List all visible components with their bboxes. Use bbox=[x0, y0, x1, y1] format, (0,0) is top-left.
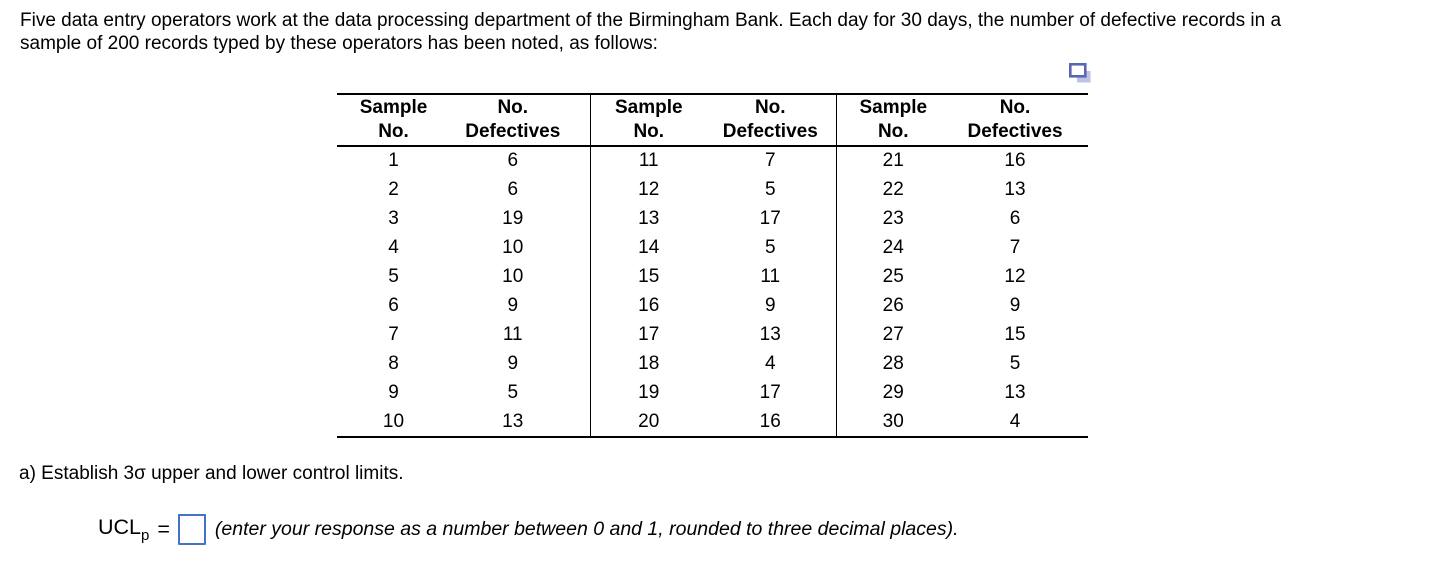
sample-no-cell: 18 bbox=[638, 353, 660, 375]
defectives-cell: 16 bbox=[707, 407, 837, 437]
header-sample-no-1: Sample No. bbox=[337, 93, 450, 147]
sample-no-cell: 30 bbox=[882, 410, 904, 432]
table-row: 1 6 11 7 21 16 bbox=[337, 146, 1088, 176]
table-row: 8 9 18 4 28 5 bbox=[337, 349, 1088, 379]
problem-statement-line2: sample of 200 records typed by these ope… bbox=[20, 32, 658, 54]
header-sample-no-3: Sample No. bbox=[836, 93, 950, 147]
defectives-cell: 19 bbox=[450, 204, 591, 234]
copy-icon[interactable] bbox=[1068, 61, 1093, 86]
sample-no-cell: 1 bbox=[388, 150, 399, 172]
defectives-cell: 5 bbox=[707, 175, 837, 205]
sample-no-cell: 11 bbox=[638, 150, 659, 172]
ucl-label: UCLp bbox=[98, 514, 150, 544]
header-sample-no-2: Sample No. bbox=[590, 93, 707, 147]
table-row: 7 11 17 13 27 15 bbox=[337, 320, 1088, 350]
defectives-cell: 13 bbox=[1004, 178, 1026, 200]
defectives-cell: 9 bbox=[707, 291, 837, 321]
sample-no-cell: 21 bbox=[882, 150, 904, 172]
sample-no-cell: 15 bbox=[638, 265, 660, 287]
defectives-cell: 9 bbox=[450, 349, 591, 379]
ucl-input[interactable] bbox=[177, 513, 206, 545]
equals-sign: = bbox=[157, 516, 170, 541]
sample-no-cell: 5 bbox=[388, 265, 399, 287]
table-row: 9 5 19 17 29 13 bbox=[337, 378, 1088, 408]
defectives-cell: 5 bbox=[1009, 353, 1021, 375]
defectives-cell: 9 bbox=[450, 291, 591, 321]
sample-no-cell: 2 bbox=[388, 178, 399, 200]
sample-no-cell: 17 bbox=[638, 324, 660, 346]
sample-no-cell: 12 bbox=[638, 178, 660, 200]
problem-statement: Five data entry operators work at the da… bbox=[20, 10, 1281, 55]
defectives-cell: 7 bbox=[707, 146, 837, 176]
defectives-table: Sample No. No. Defectives Sample No. No. Def… bbox=[337, 93, 1088, 438]
defectives-cell: 11 bbox=[450, 320, 591, 350]
sample-no-cell: 4 bbox=[388, 236, 399, 258]
defectives-cell: 6 bbox=[450, 146, 591, 176]
defectives-cell: 5 bbox=[450, 378, 591, 408]
defectives-cell: 17 bbox=[707, 378, 837, 408]
defectives-cell: 15 bbox=[1004, 324, 1026, 346]
defectives-cell: 12 bbox=[1004, 265, 1026, 287]
answer-format-hint: (enter your response as a number between… bbox=[214, 517, 959, 540]
table-row: 4 10 14 5 24 7 bbox=[337, 233, 1088, 263]
defectives-cell: 11 bbox=[707, 262, 837, 292]
sample-no-cell: 20 bbox=[638, 410, 660, 432]
table-header: Sample No. No. Defectives Sample No. No. Def… bbox=[337, 93, 1088, 147]
defectives-cell: 17 bbox=[707, 204, 837, 234]
sample-no-cell: 25 bbox=[882, 265, 904, 287]
sample-no-cell: 16 bbox=[638, 295, 660, 317]
sample-no-cell: 27 bbox=[882, 324, 904, 346]
defectives-cell: 13 bbox=[1004, 382, 1026, 404]
defectives-cell: 4 bbox=[707, 349, 837, 379]
table-body: 1 6 11 7 21 16 2 6 12 5 22 13 3 19 13 17 23 6 4 10 14 5 24 7 5 10… bbox=[337, 146, 1088, 437]
sample-no-cell: 13 bbox=[638, 207, 660, 229]
header-no-defectives-2: No. Defectives bbox=[707, 93, 837, 147]
sample-no-cell: 3 bbox=[388, 207, 399, 229]
sample-no-cell: 14 bbox=[638, 236, 660, 258]
defectives-cell: 13 bbox=[707, 320, 837, 350]
ucl-subscript-p: p bbox=[141, 526, 150, 544]
sample-no-cell: 19 bbox=[638, 382, 660, 404]
sample-no-cell: 26 bbox=[882, 295, 904, 317]
defectives-cell: 7 bbox=[1009, 236, 1021, 258]
sample-no-cell: 8 bbox=[388, 353, 399, 375]
sample-no-cell: 6 bbox=[388, 295, 399, 317]
problem-statement-line1: Five data entry operators work at the da… bbox=[20, 10, 1282, 31]
sample-no-cell: 7 bbox=[388, 324, 399, 346]
table-row: 5 10 15 11 25 12 bbox=[337, 262, 1088, 292]
header-no-defectives-1: No. Defectives bbox=[450, 93, 591, 147]
defectives-cell: 10 bbox=[450, 262, 591, 292]
part-a-label: a) Establish 3σ upper and lower control … bbox=[19, 463, 404, 484]
defectives-cell: 13 bbox=[450, 407, 591, 437]
defectives-cell: 5 bbox=[707, 233, 837, 263]
table-row: 6 9 16 9 26 9 bbox=[337, 291, 1088, 321]
defectives-cell: 10 bbox=[450, 233, 591, 263]
sample-no-cell: 28 bbox=[882, 353, 904, 375]
header-no-defectives-3: No. Defectives bbox=[950, 93, 1088, 147]
table-header-row: Sample No. No. Defectives Sample No. No. Def… bbox=[337, 93, 1088, 147]
sample-no-cell: 24 bbox=[882, 236, 904, 258]
sample-no-cell: 23 bbox=[882, 207, 904, 229]
table-row: 3 19 13 17 23 6 bbox=[337, 204, 1088, 234]
table-row: 2 6 12 5 22 13 bbox=[337, 175, 1088, 205]
defectives-cell: 9 bbox=[1009, 295, 1021, 317]
table-row: 10 13 20 16 30 4 bbox=[337, 407, 1088, 437]
ucl-answer-line: UCLp = (enter your response as a number … bbox=[98, 509, 959, 549]
sample-no-cell: 9 bbox=[388, 382, 399, 404]
defectives-cell: 16 bbox=[1004, 150, 1026, 172]
defectives-cell: 6 bbox=[450, 175, 591, 205]
copy-icon-graphic bbox=[1068, 62, 1091, 83]
defectives-cell: 6 bbox=[1009, 207, 1021, 229]
defectives-cell: 4 bbox=[1009, 410, 1021, 432]
sample-no-cell: 29 bbox=[882, 382, 904, 404]
sample-no-cell: 10 bbox=[382, 410, 405, 432]
sample-no-cell: 22 bbox=[882, 178, 904, 200]
